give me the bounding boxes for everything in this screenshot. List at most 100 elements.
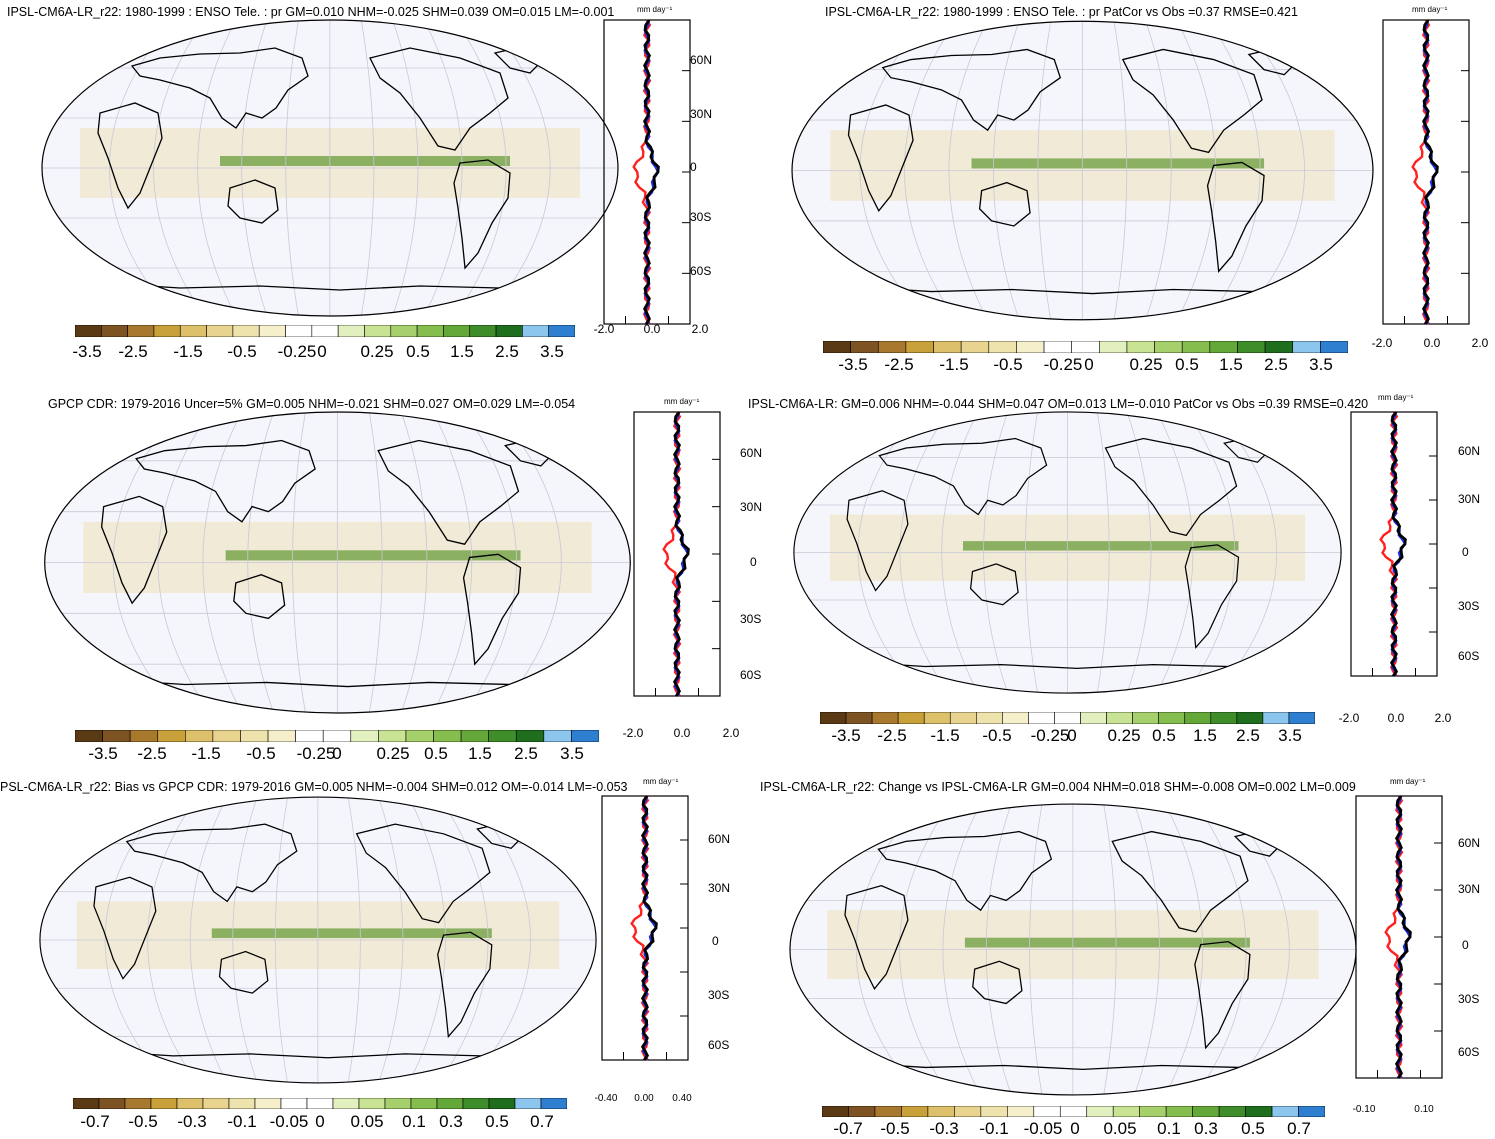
x-tick-label: 2.0	[691, 322, 709, 336]
colorbar-box	[1071, 341, 1100, 353]
colorbar-box	[443, 325, 471, 337]
coastline	[377, 439, 520, 545]
colorbar-box	[337, 325, 365, 337]
lat-label-60n: 60N	[740, 446, 763, 460]
colorbar-box	[897, 712, 925, 724]
coastline	[1206, 161, 1265, 273]
colorbar-box	[820, 712, 847, 724]
longitude-line	[1195, 804, 1247, 1095]
coastline	[1194, 940, 1251, 1050]
precip-band	[225, 550, 521, 561]
longitude-line	[197, 20, 237, 316]
lat-label-eq: 0	[712, 934, 719, 948]
colorbar-box	[1192, 1106, 1220, 1117]
cbar-label: -1.5	[173, 342, 203, 361]
colorbar-box	[1112, 1106, 1140, 1117]
cbar-label: -0.1	[979, 1119, 1009, 1138]
map-border	[44, 411, 631, 714]
cbar-label: 0	[317, 342, 327, 361]
cbar-label: 3.5	[560, 744, 584, 763]
lat-label-60s: 60S	[1458, 649, 1480, 663]
cbar-label: 0.05	[350, 1112, 384, 1131]
colorbar-box	[150, 1098, 178, 1109]
coastline	[1184, 544, 1240, 649]
colorbar-box	[1298, 1106, 1325, 1117]
cbar-label: 2.5	[1264, 355, 1288, 374]
longitude-line	[147, 797, 197, 1083]
coastline	[233, 573, 286, 620]
colorbar-box	[1245, 1106, 1273, 1117]
colorbar-box	[101, 325, 128, 337]
longitude-line	[857, 411, 919, 694]
coastline	[100, 495, 168, 605]
lat-label-30s: 30S	[1458, 599, 1480, 613]
x-tick-label: -0.40	[594, 1093, 618, 1104]
zonal-mean-line	[1389, 411, 1407, 677]
world-map	[789, 803, 1357, 1096]
coastline	[227, 179, 279, 224]
longitude-line	[247, 412, 274, 713]
colorbar-box	[127, 325, 155, 337]
coastline	[93, 876, 157, 980]
cbar-label: 0.25	[1107, 726, 1141, 745]
cbar-label: 0.7	[530, 1112, 554, 1131]
longitude-line	[1186, 411, 1236, 694]
lat-label-60s: 60S	[740, 668, 762, 682]
colorbar-box	[254, 1098, 282, 1109]
cbar-label: 0.3	[439, 1112, 463, 1131]
colorbar-box	[410, 1098, 438, 1109]
longitude-line	[360, 20, 375, 316]
lat-label-30n: 30N	[1458, 492, 1481, 506]
colorbar-box	[923, 712, 951, 724]
colorbar-box	[1080, 712, 1107, 724]
colorbar-box	[1237, 341, 1266, 353]
longitude-line	[368, 412, 383, 713]
colorbar-box	[280, 1098, 308, 1109]
lat-label-30s: 30S	[708, 988, 730, 1002]
coastline	[437, 931, 493, 1039]
colorbar-box	[1184, 712, 1212, 724]
colorbar-box	[1059, 1106, 1088, 1117]
panel-title: PSL-CM6A-LR_r22: Bias vs GPCP CDR: 1979-…	[0, 780, 628, 794]
x-tick-label: -0.10	[1352, 1104, 1376, 1115]
colorbar-box	[322, 730, 352, 742]
cbar-label: -0.5	[982, 726, 1012, 745]
cbar-label: -0.25	[1030, 726, 1070, 745]
map-border	[793, 411, 1342, 694]
coastline	[877, 830, 1053, 912]
cbar-label: -3.5	[838, 355, 868, 374]
cbar-label: -0.7	[833, 1119, 863, 1138]
colorbar-box	[1210, 712, 1238, 724]
longitude-line	[1216, 411, 1277, 694]
colorbar-box	[1292, 341, 1321, 353]
x-tick-label: -2.0	[1338, 711, 1360, 725]
longitude-line	[948, 21, 988, 320]
colorbar-box	[874, 1106, 902, 1117]
colorbar-box	[548, 325, 575, 337]
colorbar-box	[267, 730, 296, 742]
colorbar-box	[384, 1098, 412, 1109]
cbar-label: 3.5	[540, 342, 564, 361]
lat-label-eq: 0	[1462, 545, 1469, 559]
map-border	[41, 19, 619, 317]
colorbar-box	[543, 730, 572, 742]
cbar-label: -0.5	[227, 342, 257, 361]
precip-band	[220, 156, 510, 166]
cbar-label: 2.5	[514, 744, 538, 763]
longitude-line	[1113, 21, 1128, 320]
unit-label: mm day⁻¹	[643, 777, 679, 786]
zonal-mean-line	[672, 411, 690, 697]
longitude-line	[1037, 21, 1052, 320]
colorbar-box	[954, 1106, 982, 1117]
longitude-line	[285, 20, 299, 316]
longitude-line	[408, 797, 446, 1083]
colorbar-box	[228, 1098, 256, 1109]
colorbar-box	[306, 1098, 334, 1109]
longitude-line	[392, 20, 419, 316]
cbar-label: 0	[332, 744, 342, 763]
cbar-label: 0.5	[485, 1112, 509, 1131]
cbar-label: 3.5	[1278, 726, 1302, 745]
coastline	[97, 102, 163, 210]
longitude-line	[983, 411, 1009, 694]
colorbar-box	[1209, 341, 1238, 353]
